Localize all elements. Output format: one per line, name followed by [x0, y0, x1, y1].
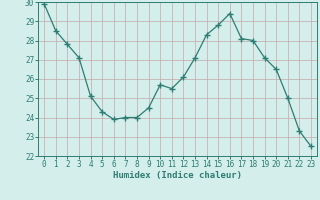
X-axis label: Humidex (Indice chaleur): Humidex (Indice chaleur): [113, 171, 242, 180]
